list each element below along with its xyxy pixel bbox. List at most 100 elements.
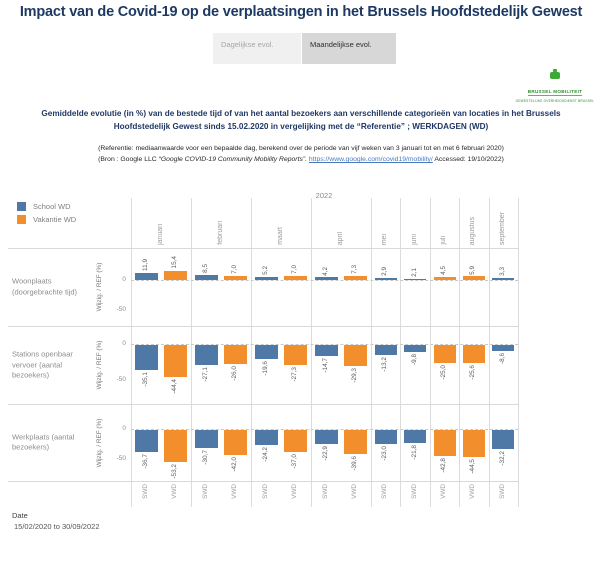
bar-swd-mei[interactable] bbox=[374, 345, 397, 355]
bar-vwd-juli[interactable] bbox=[433, 277, 456, 280]
bar-swd-juni[interactable] bbox=[404, 278, 427, 280]
bar-value-label: -39,6 bbox=[351, 455, 358, 471]
bar-swd-februari[interactable] bbox=[195, 274, 218, 280]
grid-line-vertical-6 bbox=[429, 198, 431, 507]
bar-value-label: -27,3 bbox=[291, 366, 298, 382]
bar-vwd-maart[interactable] bbox=[284, 345, 307, 365]
bar-swd-april[interactable] bbox=[315, 345, 338, 356]
bar-swd-februari[interactable] bbox=[195, 430, 218, 449]
bar-value-label: -14,7 bbox=[322, 357, 329, 373]
cat-header-vwd-februari[interactable]: VWD bbox=[231, 484, 238, 499]
bar-swd-mei[interactable] bbox=[374, 278, 397, 280]
bar-swd-maart[interactable] bbox=[255, 430, 278, 445]
column-header-augustus[interactable]: augustus bbox=[469, 216, 477, 245]
row-label-werkplaats-aantal-bezoekers: Werkplaats (aantal bezoekers) bbox=[12, 432, 75, 452]
bar-vwd-augustus[interactable] bbox=[462, 276, 485, 280]
bar-value-label: 2,9 bbox=[381, 267, 389, 277]
grid-line-vertical-1 bbox=[191, 198, 192, 507]
cat-header-swd-juni[interactable]: SWD bbox=[410, 484, 418, 499]
bar-swd-januari[interactable] bbox=[135, 345, 158, 371]
cat-header-swd-februari[interactable]: SWD bbox=[202, 484, 209, 499]
column-header-maart[interactable]: maart bbox=[276, 227, 284, 245]
cat-header-swd-januari[interactable]: SWD bbox=[142, 484, 149, 499]
column-header-januari[interactable]: januari bbox=[156, 223, 164, 245]
chart-area: 2022 januari februari maart april mei juni jul… bbox=[0, 190, 602, 520]
bar-swd-februari[interactable] bbox=[195, 345, 218, 365]
y-tick-0: 0 bbox=[122, 275, 126, 283]
bar-value-label: -42,8 bbox=[440, 457, 447, 473]
bar-vwd-februari[interactable] bbox=[224, 275, 247, 280]
legend-label: Vakantie WD bbox=[33, 215, 77, 224]
column-header-april[interactable]: april bbox=[336, 231, 344, 245]
bar-vwd-augustus[interactable] bbox=[462, 430, 485, 457]
bar-value-label: 2,1 bbox=[410, 267, 418, 277]
bar-vwd-april[interactable] bbox=[344, 275, 367, 280]
y-tick--50: -50 bbox=[116, 375, 126, 383]
tab-dagelijkse-evol[interactable]: Dagelijkse evol. bbox=[213, 33, 301, 64]
column-header-juni[interactable]: juni bbox=[410, 234, 418, 245]
tab-maandelijkse-evol[interactable]: Maandelijkse evol. bbox=[302, 33, 396, 64]
bar-value-label: -21,8 bbox=[410, 445, 418, 460]
cat-header-vwd-maart[interactable]: VWD bbox=[291, 484, 298, 499]
zero-line bbox=[131, 344, 518, 345]
legend-item-vakantie-wd[interactable]: Vakantie WD bbox=[17, 215, 76, 224]
cat-header-swd-september[interactable]: SWD bbox=[498, 484, 506, 499]
bar-swd-januari[interactable] bbox=[135, 430, 158, 453]
bar-value-label: -23,0 bbox=[381, 445, 389, 461]
bar-vwd-januari[interactable] bbox=[164, 430, 187, 462]
bar-swd-januari[interactable] bbox=[135, 272, 158, 280]
grid-line-vertical-5 bbox=[400, 198, 402, 507]
source-notes: (Referentie: mediaanwaarde voor een bepa… bbox=[0, 143, 602, 165]
bar-swd-mei[interactable] bbox=[374, 430, 397, 444]
bar-vwd-januari[interactable] bbox=[164, 270, 187, 280]
bar-vwd-augustus[interactable] bbox=[462, 345, 485, 364]
bar-vwd-februari[interactable] bbox=[224, 345, 247, 364]
bar-swd-maart[interactable] bbox=[255, 345, 278, 360]
legend: School WD Vakantie WD bbox=[17, 202, 76, 228]
bar-swd-september[interactable] bbox=[492, 345, 515, 352]
grid-line-horizontal-0 bbox=[8, 248, 518, 249]
bar-value-label: -29,3 bbox=[351, 368, 358, 383]
cat-header-vwd-januari[interactable]: VWD bbox=[171, 484, 178, 499]
bar-swd-april[interactable] bbox=[315, 430, 338, 444]
legend-item-school-wd[interactable]: School WD bbox=[17, 202, 76, 211]
column-header-februari[interactable]: februari bbox=[216, 221, 224, 245]
bar-value-label: 15,4 bbox=[171, 256, 178, 269]
bar-value-label: -25,0 bbox=[440, 365, 447, 380]
cat-header-vwd-juli[interactable]: VWD bbox=[440, 484, 447, 499]
y-tick--50: -50 bbox=[116, 305, 126, 313]
bar-swd-juni[interactable] bbox=[404, 345, 427, 353]
bar-vwd-januari[interactable] bbox=[164, 345, 187, 377]
bar-value-label: 7,3 bbox=[351, 264, 358, 274]
column-header-juli[interactable]: juli bbox=[440, 236, 447, 245]
bar-vwd-maart[interactable] bbox=[284, 430, 307, 453]
note-bron-suffix: Accessed: 19/10/2022) bbox=[432, 156, 504, 164]
source-link[interactable]: https://www.google.com/covid19/mobility/ bbox=[308, 156, 433, 164]
legend-label: School WD bbox=[33, 202, 71, 211]
cat-header-swd-maart[interactable]: SWD bbox=[262, 484, 269, 499]
bar-value-label: 8,5 bbox=[202, 264, 209, 273]
cat-header-vwd-augustus[interactable]: VWD bbox=[469, 484, 477, 499]
bar-vwd-maart[interactable] bbox=[284, 275, 307, 280]
y-tick-0: 0 bbox=[122, 339, 126, 347]
bar-vwd-april[interactable] bbox=[344, 430, 367, 454]
bar-vwd-april[interactable] bbox=[344, 345, 367, 367]
bar-swd-september[interactable] bbox=[492, 430, 515, 450]
grid-line-vertical-0 bbox=[131, 198, 132, 507]
bar-vwd-juli[interactable] bbox=[433, 345, 456, 363]
column-header-september[interactable]: september bbox=[498, 211, 506, 245]
bar-vwd-februari[interactable] bbox=[224, 430, 247, 456]
cat-header-swd-april[interactable]: SWD bbox=[322, 484, 329, 499]
bar-swd-september[interactable] bbox=[492, 278, 515, 280]
bar-swd-maart[interactable] bbox=[255, 276, 278, 280]
bar-value-label: -44,5 bbox=[469, 458, 477, 474]
bar-value-label: 5,9 bbox=[469, 265, 477, 275]
cat-header-vwd-april[interactable]: VWD bbox=[351, 484, 358, 499]
column-header-mei[interactable]: mei bbox=[381, 233, 389, 245]
row-label-stations-openbaar-vervoer-aantal-bezoekers: Stations openbaar vervoer (aantal bezoek… bbox=[12, 349, 73, 380]
bar-vwd-juli[interactable] bbox=[433, 430, 456, 456]
bar-value-label: 7,0 bbox=[231, 264, 238, 274]
bar-swd-juni[interactable] bbox=[404, 430, 427, 444]
cat-header-swd-mei[interactable]: SWD bbox=[381, 484, 389, 499]
bar-swd-april[interactable] bbox=[315, 277, 338, 280]
